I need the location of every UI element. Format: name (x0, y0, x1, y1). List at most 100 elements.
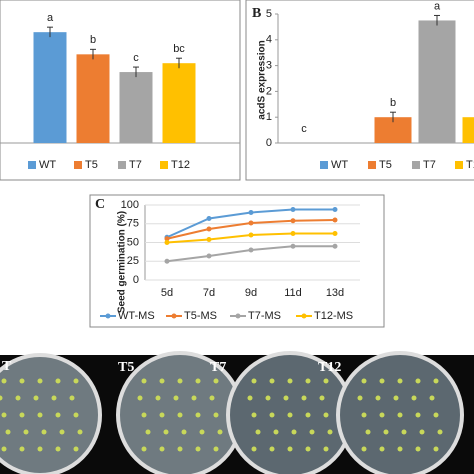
legend-label: T12-MS (314, 310, 353, 322)
bar (462, 117, 474, 143)
seedling (213, 412, 219, 418)
seedling (415, 412, 421, 418)
y-axis-label: acdS expression (257, 40, 268, 119)
seedling (379, 412, 385, 418)
seedling (217, 429, 223, 435)
legend-label: T7 (423, 159, 436, 171)
seedling (163, 429, 169, 435)
seedling (141, 378, 147, 384)
seedling (401, 429, 407, 435)
seedling (177, 412, 183, 418)
data-point (290, 218, 296, 224)
seedling (365, 429, 371, 435)
seedling (269, 378, 275, 384)
panel-c-frame (89, 194, 385, 328)
seedling (199, 429, 205, 435)
photo-label: T5 (118, 360, 134, 375)
seedling (379, 378, 385, 384)
seedling (415, 378, 421, 384)
seedling (255, 429, 261, 435)
legend-swatch (160, 161, 168, 169)
seedling (77, 429, 83, 435)
x-tick-label: 13d (326, 287, 344, 299)
seedling (155, 395, 161, 401)
seedling (195, 446, 201, 452)
seedling (291, 429, 297, 435)
seedling (429, 395, 435, 401)
y-tick-label: 0 (133, 274, 139, 286)
seedling (73, 378, 79, 384)
data-point (290, 207, 296, 212)
seedling (357, 395, 363, 401)
seedling (141, 446, 147, 452)
significance-label: a (47, 12, 54, 24)
petri-dish (0, 353, 102, 474)
significance-label: c (301, 123, 307, 135)
seedling (37, 412, 43, 418)
seedling (419, 429, 425, 435)
seedling (59, 429, 65, 435)
seedling (433, 446, 439, 452)
seedling (145, 429, 151, 435)
seedling (213, 378, 219, 384)
seedling (323, 378, 329, 384)
panel-label: C (95, 197, 105, 212)
seedling (411, 395, 417, 401)
seedling (19, 378, 25, 384)
seedling (51, 395, 57, 401)
data-point (206, 216, 212, 221)
seedling (251, 378, 257, 384)
y-tick-label: 50 (127, 236, 139, 248)
seedling (195, 412, 201, 418)
seedling (433, 378, 439, 384)
seedling (361, 378, 367, 384)
seedling (69, 395, 75, 401)
legend-swatch (320, 161, 328, 169)
seedling (361, 412, 367, 418)
seedling (247, 395, 253, 401)
seedling (141, 412, 147, 418)
legend-label: WT (331, 159, 348, 171)
legend-label: WT (39, 159, 56, 171)
seedling (397, 378, 403, 384)
seedling (393, 395, 399, 401)
y-tick-label: 3 (266, 60, 272, 72)
seedling (379, 446, 385, 452)
seedling (273, 429, 279, 435)
legend-swatch (455, 161, 463, 169)
legend-swatch (368, 161, 376, 169)
significance-label: a (434, 0, 441, 12)
seedling (209, 395, 215, 401)
bar (76, 54, 110, 144)
seedling (301, 395, 307, 401)
seedling (287, 412, 293, 418)
seedling (1, 446, 7, 452)
seedling (37, 378, 43, 384)
panel-b-frame (245, 0, 474, 181)
seedling (55, 378, 61, 384)
legend-label: T5-MS (184, 310, 217, 322)
x-tick-label: 7d (203, 287, 215, 299)
data-point (164, 236, 170, 242)
seedling (15, 395, 21, 401)
seedling (159, 412, 165, 418)
seedling (137, 395, 143, 401)
seedling (159, 446, 165, 452)
data-point (332, 243, 338, 249)
y-tick-label: 2 (266, 85, 272, 97)
y-tick-label: 0 (266, 137, 272, 149)
seedling (397, 446, 403, 452)
bar (119, 72, 153, 143)
legend-marker (105, 313, 111, 319)
seedling (265, 395, 271, 401)
seedling (213, 446, 219, 452)
seedling (305, 446, 311, 452)
legend-label: T5 (85, 159, 98, 171)
data-point (248, 210, 254, 215)
seedling (73, 446, 79, 452)
photo-label: T7 (210, 360, 226, 375)
x-tick-label: 5d (161, 287, 173, 299)
significance-label: b (90, 34, 96, 46)
seedling (269, 446, 275, 452)
seedling (0, 395, 3, 401)
